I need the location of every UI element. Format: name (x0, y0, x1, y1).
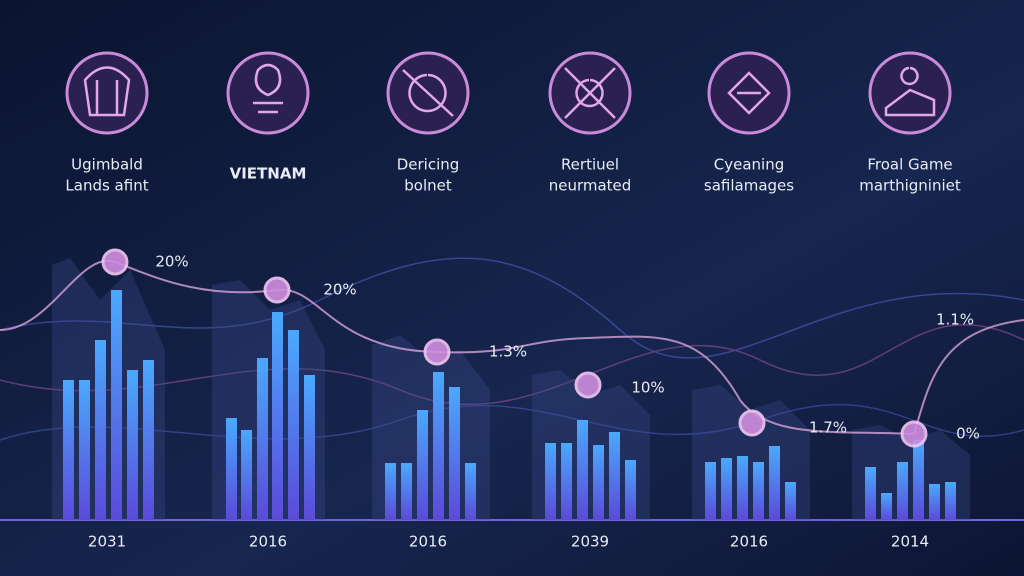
pin (423, 338, 451, 366)
bar (449, 387, 460, 520)
bar (785, 482, 796, 520)
bar (272, 312, 283, 520)
item-label: safilamages (704, 177, 794, 195)
icon-glyph (564, 67, 616, 119)
labels: Ugimbald Lands afint 2031 20% VIETNAM 2016 20%… (65, 156, 980, 551)
bar (769, 446, 780, 520)
icon-glyph (727, 71, 771, 115)
bar (753, 462, 764, 520)
bar (127, 370, 138, 520)
icon-glyph (884, 66, 936, 117)
bar (95, 340, 106, 520)
bar (111, 290, 122, 520)
bar (865, 467, 876, 520)
bar (545, 443, 556, 520)
icon-glyph (83, 66, 131, 117)
icon (226, 51, 310, 135)
year-label: 2016 (409, 533, 447, 551)
bar (881, 493, 892, 520)
item-label: Lands afint (65, 177, 148, 195)
bar (385, 463, 396, 520)
pin (574, 371, 602, 399)
bar (737, 456, 748, 520)
callout: 10% (631, 379, 664, 397)
icon-glyph (253, 63, 283, 114)
pin (738, 409, 766, 437)
year-label: 2031 (88, 533, 126, 551)
item-label: Froal Game (867, 156, 952, 174)
bar (705, 462, 716, 520)
item-label: Cyeaning (714, 156, 784, 174)
bar (433, 372, 444, 520)
pin (101, 248, 129, 276)
bar (143, 360, 154, 520)
bar (609, 432, 620, 520)
icon (65, 51, 149, 135)
bar (465, 463, 476, 520)
bar (929, 484, 940, 520)
item-label: Rertiuel (561, 156, 619, 174)
bar (241, 430, 252, 520)
pins (101, 248, 928, 448)
bar (288, 330, 299, 520)
bar (593, 445, 604, 520)
icon (868, 51, 952, 135)
bar (257, 358, 268, 520)
bar (79, 380, 90, 520)
bar (897, 462, 908, 520)
callout: 0% (956, 425, 980, 443)
bar (577, 420, 588, 520)
icons (65, 51, 952, 135)
bar-groups (52, 258, 970, 520)
item-label: Ugimbald (71, 156, 143, 174)
bar (625, 460, 636, 520)
item-label: neurmated (549, 177, 632, 195)
item-label: bolnet (404, 177, 452, 195)
year-label: 2016 (730, 533, 768, 551)
callout: 20% (323, 281, 356, 299)
bar (945, 482, 956, 520)
item-label: VIETNAM (230, 165, 307, 183)
callout: 1.1% (936, 311, 974, 329)
bar (721, 458, 732, 520)
callout: 1.7% (809, 419, 847, 437)
callout: 20% (155, 253, 188, 271)
pin (263, 276, 291, 304)
pin (900, 420, 928, 448)
year-label: 2039 (571, 533, 609, 551)
item-label: marthigniniet (859, 177, 961, 195)
bar (417, 410, 428, 520)
bar (401, 463, 412, 520)
bar (561, 443, 572, 520)
trend-line (0, 259, 1024, 436)
icon-glyph (402, 69, 454, 117)
bar (226, 418, 237, 520)
year-label: 2016 (249, 533, 287, 551)
item-label: Dericing (397, 156, 460, 174)
callout: 1.3% (489, 343, 527, 361)
year-label: 2014 (891, 533, 929, 551)
bar (913, 440, 924, 520)
bar (304, 375, 315, 520)
bar (63, 380, 74, 520)
